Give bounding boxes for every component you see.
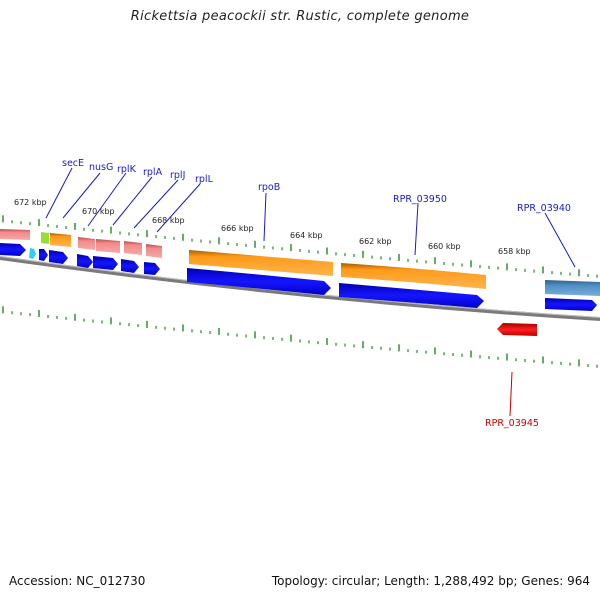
gene-label-rpr03945[interactable]: RPR_03945 bbox=[485, 418, 539, 429]
cds-arrow-rplk bbox=[77, 254, 93, 268]
gene-label-nusg[interactable]: nusG bbox=[89, 162, 113, 173]
scale-label-658kbp: 658 kbp bbox=[498, 247, 531, 256]
cds-arrow-cyan bbox=[29, 248, 36, 259]
gene-callout-lines bbox=[45, 167, 576, 268]
cds-arrow-rpob bbox=[187, 268, 331, 295]
gene-label-rpr03940[interactable]: RPR_03940 bbox=[517, 203, 571, 214]
gene-label-rpr03950[interactable]: RPR_03950 bbox=[393, 194, 447, 205]
feature-blocks-upper bbox=[0, 229, 600, 296]
gene-label-rpla[interactable]: rplA bbox=[143, 167, 163, 178]
feature-block-pink-rplk bbox=[78, 237, 95, 250]
cds-arrow-rpla bbox=[93, 256, 118, 270]
feature-block-orange-rpoc bbox=[341, 263, 486, 289]
scale-label-662kbp: 662 kbp bbox=[359, 237, 392, 246]
scale-label-668kbp: 668 kbp bbox=[152, 216, 185, 225]
cds-arrow-rpoc bbox=[339, 283, 484, 308]
gene-label-sece[interactable]: secE bbox=[62, 158, 84, 169]
cds-arrows-forward bbox=[0, 243, 597, 311]
cds-arrow-rpr03945 bbox=[497, 323, 537, 336]
cds-arrow-right bbox=[545, 298, 597, 311]
scale-ticks-inner bbox=[2, 306, 598, 368]
gene-callout-line-red bbox=[509, 371, 513, 417]
feature-block-steel bbox=[545, 280, 600, 296]
gene-label-rpob[interactable]: rpoB bbox=[258, 182, 280, 193]
gene-label-rpll[interactable]: rplL bbox=[195, 174, 214, 185]
feature-block-green bbox=[41, 232, 49, 244]
gene-label-rplk[interactable]: rplK bbox=[117, 164, 137, 175]
genome-summary: Topology: circular; Length: 1,288,492 bp… bbox=[271, 574, 590, 588]
cds-arrow-nusg bbox=[49, 250, 68, 264]
cds-arrow-left bbox=[0, 243, 26, 256]
feature-block-pink-rpla bbox=[96, 239, 120, 253]
feature-block-pink-rplj bbox=[124, 241, 142, 255]
genome-backbone-highlight bbox=[0, 256, 600, 318]
cds-arrow-rpll bbox=[144, 262, 160, 275]
accession-label: Accession: NC_012730 bbox=[9, 574, 146, 588]
feature-block-orange-small bbox=[50, 233, 71, 247]
cds-arrow-sece bbox=[39, 249, 48, 261]
cds-arrow-rplj bbox=[121, 259, 139, 273]
gene-label-rplj[interactable]: rplJ bbox=[170, 170, 185, 181]
scale-label-660kbp: 660 kbp bbox=[428, 242, 461, 251]
feature-block-pink-rpll bbox=[146, 244, 162, 258]
genome-backbone bbox=[0, 256, 600, 321]
map-title: Rickettsia peacockii str. Rustic, comple… bbox=[130, 9, 470, 24]
feature-block-orange-rpob bbox=[189, 250, 333, 276]
scale-label-664kbp: 664 kbp bbox=[290, 231, 323, 240]
scale-ticks-outer bbox=[2, 215, 598, 278]
feature-block-left-pink bbox=[0, 229, 30, 240]
scale-label-666kbp: 666 kbp bbox=[221, 224, 254, 233]
scale-label-672kbp: 672 kbp bbox=[14, 198, 47, 207]
